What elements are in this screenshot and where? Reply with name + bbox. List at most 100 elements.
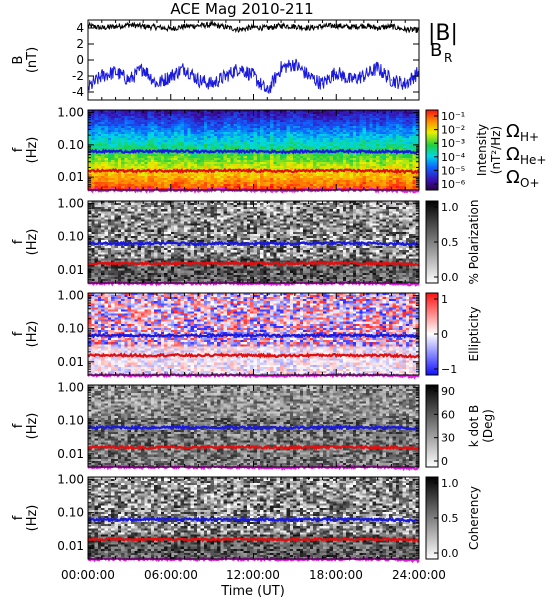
heatmap-cell [352,128,357,131]
heatmap-cell [329,148,334,151]
heatmap-cell [385,128,390,131]
heatmap-cell [279,122,284,125]
heatmap-cell [316,124,321,127]
heatmap-cell [273,110,278,113]
heatmap-cell [107,138,112,141]
heatmap-cell [352,140,357,143]
heatmap-cell [253,130,258,133]
heatmap-cell [157,110,162,113]
heatmap-cell [183,148,188,151]
data-point [377,67,379,69]
heatmap-cell [154,148,158,151]
heatmap-cell [359,130,364,133]
heatmap-cell [117,122,122,125]
heatmap-cell [134,134,139,137]
heatmap-cell [236,114,241,117]
heatmap-cell [379,142,383,145]
heatmap-cell [243,110,248,113]
heatmap-cell [114,118,119,121]
heatmap-cell [372,148,377,151]
heatmap-cell [283,148,287,151]
heatmap-cell [174,130,178,133]
heatmap-cell [309,142,314,145]
heatmap-cell [372,136,377,139]
heatmap-cell [111,112,115,115]
heatmap-cell [342,146,347,149]
heatmap-cell [369,148,374,151]
heatmap-cell [240,140,244,143]
heatmap-cell [180,130,185,133]
heatmap-cell [276,140,281,143]
heatmap-cell [91,114,96,117]
heatmap-cell [299,148,304,151]
heatmap-cell [309,132,314,135]
heatmap-cell [289,142,294,145]
data-point [252,26,255,28]
heatmap-cell [412,118,417,121]
heatmap-cell [236,124,241,127]
heatmap-cell [97,124,102,127]
heatmap-cell [144,136,148,139]
heatmap-cell [164,132,168,135]
heatmap-cell [121,124,125,127]
heatmap-cell [352,136,357,139]
heatmap-cell [415,126,420,129]
heatmap-cell [356,134,360,137]
heatmap-cell [356,132,360,135]
heatmap-cell [144,148,148,151]
heatmap-cell [164,112,168,115]
heatmap-cell [140,148,145,151]
heatmap-cell [389,146,393,149]
heatmap-cell [399,114,403,117]
heatmap-cell [124,122,129,125]
heatmap-cell [200,120,205,123]
heatmap-cell [342,136,347,139]
heatmap-cell [260,142,264,145]
heatmap-cell [137,140,142,143]
heatmap-cell [134,122,139,125]
heatmap-cell [385,140,390,143]
heatmap-cell [104,110,109,113]
heatmap-cell [405,130,410,133]
heatmap-cell [329,128,334,131]
heatmap-cell [97,144,102,147]
heatmap-cell [299,136,304,139]
heatmap-cell [193,136,198,139]
heatmap-cell [213,112,218,115]
heatmap-cell [177,134,182,137]
heatmap-cell [140,126,145,129]
heatmap-cell [263,126,268,129]
legend-gyro-sub: H+ [520,130,539,144]
data-point [142,67,144,69]
heatmap-cell [316,142,321,145]
heatmap-cell [223,146,228,149]
heatmap-cell [160,142,165,145]
heatmap-cell [187,130,192,133]
heatmap-cell [190,146,195,149]
heatmap-cell [293,112,297,115]
heatmap-cell [389,140,393,143]
heatmap-cell [174,124,178,127]
heatmap-cell [107,126,112,129]
heatmap-cell [316,130,321,133]
heatmap-cell [127,144,132,147]
heatmap-cell [329,132,334,135]
heatmap-cell [293,144,297,147]
heatmap-cell [329,134,334,137]
heatmap-cell [352,130,357,133]
heatmap-cell [339,140,344,143]
heatmap-cell [319,146,324,149]
heatmap-cell [415,140,420,143]
heatmap-cell [193,132,198,135]
heatmap-cell [177,120,182,123]
data-point [170,28,172,30]
heatmap-cell [127,134,132,137]
heatmap-cell [88,148,92,151]
heatmap-cell [97,148,102,151]
heatmap-cell [339,130,344,133]
data-point [321,83,324,85]
heatmap-cell [339,112,344,115]
heatmap-cell [266,140,271,143]
heatmap-cell [134,124,139,127]
heatmap-cell [183,134,188,137]
